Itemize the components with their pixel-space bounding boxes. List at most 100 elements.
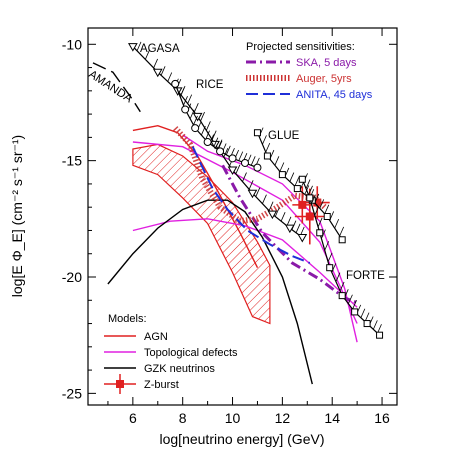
x-tick-label: 16 [374, 410, 390, 426]
agasa-hatch-line [206, 121, 211, 131]
agasa-hatch-line [167, 72, 173, 82]
agasa-marker [247, 189, 258, 199]
glue-marker [323, 213, 331, 220]
rice-hatch-line [183, 96, 188, 106]
forte-marker [351, 308, 359, 316]
rice-marker [253, 163, 262, 172]
rice-hatch-line [238, 151, 244, 161]
forte-marker [338, 292, 346, 300]
y-tick-label: -10 [62, 36, 82, 52]
y-tick-label: -25 [62, 385, 82, 401]
glue-marker [278, 171, 286, 179]
z-burst-point [305, 212, 314, 221]
agasa-marker [267, 210, 278, 220]
rice-marker [203, 138, 212, 147]
rice-hatch-line [189, 109, 195, 119]
rice-marker [191, 124, 200, 133]
forte-hatch-line [321, 229, 326, 239]
glue-hatch-line [262, 135, 267, 145]
models-legend: Models: AGN Topological defects GZK neutri… [104, 313, 238, 394]
rice-marker [171, 79, 180, 88]
x-tick-label: 14 [324, 410, 340, 426]
glue-hatch-line [279, 162, 285, 172]
glue-hatch-line [289, 172, 295, 182]
amanda-limit-curve [92, 62, 141, 113]
x-tick-label: 8 [179, 410, 187, 426]
plot-frame [87, 27, 398, 406]
forte-marker [326, 264, 334, 272]
glue-hatch-line [334, 218, 340, 229]
label-agasa: AGASA [140, 43, 180, 55]
y-axis-title: log[E Φ_E] (cm⁻² s⁻¹ sr⁻¹) [9, 135, 25, 297]
forte-hatch-line [327, 252, 333, 263]
rice-marker [181, 105, 190, 114]
agasa-hatch-line [295, 223, 301, 233]
glue-hatch-line [324, 204, 330, 214]
y-tick-label: -15 [62, 153, 82, 169]
y-tick-label: -20 [62, 269, 82, 285]
rice-marker [240, 158, 249, 167]
rice-marker [228, 154, 237, 163]
glue-marker [263, 152, 271, 160]
x-tick-label: 6 [129, 410, 137, 426]
agasa-hatch-line [235, 164, 241, 174]
agasa-hatch-line [193, 103, 199, 113]
agasa-hatch-line [187, 94, 193, 104]
forte-hatch-line [352, 300, 357, 310]
agasa-hatch-line [255, 187, 261, 197]
agasa-hatch-line [153, 58, 158, 69]
topological-defects-curve [182, 134, 358, 343]
forte-hatch-line [324, 241, 330, 251]
model-legend-label: Topological defects [144, 347, 238, 359]
forte-marker [298, 175, 306, 183]
agasa-hatch-line [211, 130, 217, 140]
forte-hatch-line [317, 217, 323, 228]
agasa-hatch-line [217, 139, 223, 149]
rice-hatch-line [250, 156, 256, 166]
projected-legend-title: Projected sensitivities: [246, 41, 355, 53]
legend-label: Auger, 5yrs [296, 73, 352, 85]
agasa-hatch-line [280, 211, 286, 222]
forte-hatch-line [314, 206, 320, 216]
model-curves [107, 124, 358, 385]
label-amanda: AMANDA [86, 68, 134, 105]
rice-hatch-line [193, 115, 198, 126]
rice-hatch-line [213, 137, 219, 147]
forte-hatch-line [372, 320, 378, 330]
agasa-marker [284, 224, 295, 234]
forte-marker [363, 320, 371, 328]
x-axis-title: log[neutrino energy] (GeV) [160, 431, 325, 447]
x-tick-label: 12 [275, 410, 291, 426]
glue-hatch-line [339, 226, 345, 237]
glue-hatch-line [319, 199, 325, 209]
model-legend-label: Z-burst [144, 379, 179, 391]
rice-hatch-line [201, 125, 206, 136]
agasa-hatch-line [242, 172, 247, 182]
agasa-marker [297, 233, 308, 243]
experiment-limit-curves [92, 41, 384, 339]
anita-sensitivity-curve [191, 146, 311, 264]
forte-marker [306, 194, 314, 202]
agasa-marker [192, 112, 203, 122]
forte-hatch-line [348, 294, 353, 304]
legend-label: SKA, 5 days [296, 57, 357, 69]
forte-hatch-line [305, 179, 311, 189]
agn-band [132, 143, 271, 325]
axis-ticks: 6 8 10 12 14 16 -10 -15 -20 -25 [62, 28, 397, 426]
agasa-hatch-line [136, 41, 142, 52]
models-legend-title: Models: [108, 313, 147, 325]
glue-marker [253, 129, 261, 137]
agasa-hatch-line [223, 147, 229, 158]
rice-hatch-line [225, 145, 231, 155]
forte-marker [316, 229, 324, 237]
forte-hatch-line [339, 281, 345, 292]
agasa-marker [152, 68, 163, 78]
glue-hatch-line [274, 156, 280, 166]
rice-marker [216, 147, 225, 156]
rice-hatch-line [205, 130, 210, 140]
model-legend-label: AGN [144, 331, 168, 343]
forte-marker [376, 331, 384, 339]
rice-hatch-line [179, 87, 185, 97]
agasa-hatch-line [286, 216, 292, 226]
